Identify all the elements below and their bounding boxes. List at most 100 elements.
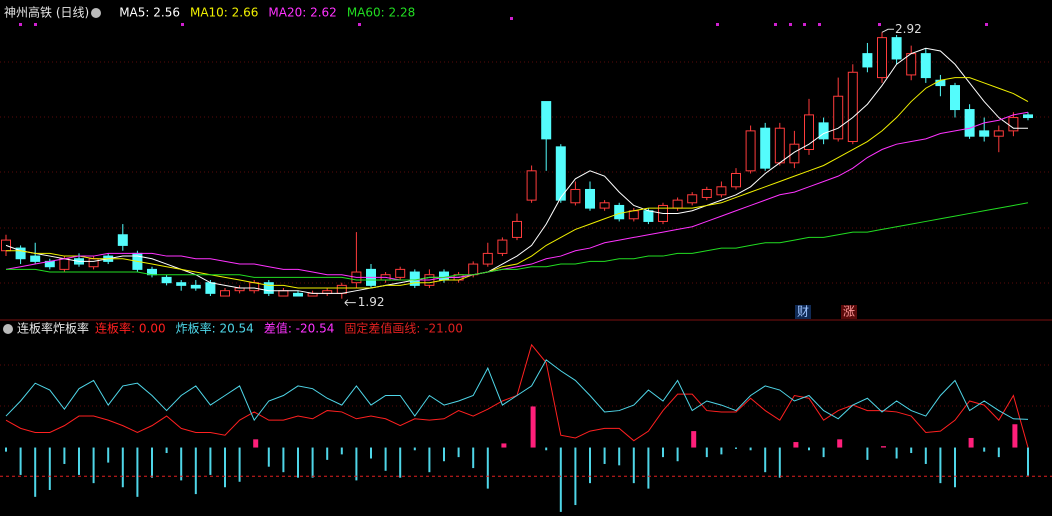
candle-body <box>482 252 493 265</box>
candle-body <box>877 37 887 79</box>
candle-body <box>643 210 654 222</box>
diff-bar <box>793 442 799 448</box>
candle-body <box>278 290 289 297</box>
diff-bar <box>443 447 445 462</box>
diff-bar <box>574 447 577 506</box>
candle-body <box>439 271 449 281</box>
diff-bar <box>808 447 810 451</box>
candle-body <box>395 268 406 278</box>
diff-bar <box>180 447 183 481</box>
candle-body <box>687 194 698 204</box>
diff-bar <box>837 439 843 448</box>
ma-line <box>6 202 1029 281</box>
candle-body <box>336 284 347 294</box>
legend-entry: MA60: 2.28 <box>347 6 415 20</box>
candle-body <box>249 282 260 292</box>
diff-bar <box>267 447 270 467</box>
candle-body <box>555 146 566 201</box>
ma-line <box>5 111 1029 281</box>
candle-body <box>789 143 800 164</box>
diff-bar <box>413 447 416 451</box>
diff-bar <box>399 447 402 478</box>
badge[interactable] <box>795 305 811 319</box>
candle-body <box>526 170 537 201</box>
diff-bar <box>924 447 927 464</box>
signal-marker <box>818 23 821 26</box>
menu-icon[interactable] <box>91 8 101 18</box>
diff-bar <box>749 447 752 451</box>
diff-bar <box>34 447 37 497</box>
signal-marker <box>34 23 37 26</box>
signal-marker <box>803 23 806 26</box>
diff-bar <box>282 447 285 473</box>
ma-line <box>5 47 1028 294</box>
candle-body <box>731 172 741 188</box>
signal-marker <box>774 23 777 26</box>
diff-bar <box>121 447 124 488</box>
diff-bar <box>326 447 329 460</box>
ma-line <box>6 77 1029 289</box>
diff-bar <box>1012 424 1018 448</box>
diff-bar <box>983 447 986 452</box>
diff-bar <box>63 447 66 464</box>
diff-bar <box>618 447 621 466</box>
candle-body <box>176 282 187 286</box>
diff-bar <box>107 447 110 463</box>
diff-bar <box>822 447 825 458</box>
candle-body <box>293 292 303 297</box>
badge[interactable] <box>841 305 857 319</box>
candle-body <box>804 114 814 151</box>
menu-icon[interactable] <box>3 324 13 334</box>
candle-body <box>1008 117 1019 132</box>
min-label: 1.92 <box>358 295 385 309</box>
candle-body <box>760 127 771 169</box>
candle-body <box>512 220 522 238</box>
signal-marker <box>985 23 988 26</box>
diff-bar <box>92 447 95 484</box>
badge-label[interactable]: 涨 <box>843 304 855 319</box>
diff-bar <box>720 447 723 455</box>
candle-body <box>220 290 230 297</box>
signal-marker <box>716 23 719 26</box>
candle-body <box>847 71 858 143</box>
legend-entry: 差值: -20.54 <box>264 321 335 336</box>
legend-entry: 连板率: 0.00 <box>95 321 166 336</box>
diff-bar <box>457 447 460 458</box>
candle-body <box>920 53 931 79</box>
candle-body <box>950 85 960 111</box>
diff-bar <box>48 447 51 490</box>
diff-bar <box>501 443 507 448</box>
diff-bar <box>224 447 226 488</box>
candle-body <box>468 263 479 276</box>
diff-bar <box>939 447 942 484</box>
signal-markers <box>19 17 988 26</box>
diff-bar <box>19 447 22 475</box>
candle-body <box>628 210 639 220</box>
diff-bar <box>428 447 431 473</box>
candle-body <box>716 186 727 196</box>
diff-bar <box>968 437 974 448</box>
diff-bar <box>735 447 737 449</box>
diff-bar <box>1027 447 1029 476</box>
candle-body <box>585 188 595 209</box>
legend-entry: 炸板率: 20.54 <box>176 321 254 336</box>
candle-body <box>935 79 946 87</box>
diff-bar <box>662 447 664 458</box>
diff-bar <box>910 447 913 454</box>
indicator-title: 连板率炸板率 <box>17 321 89 336</box>
candle-body <box>672 199 683 209</box>
candle-body <box>59 258 70 270</box>
legend-entry: MA10: 2.66 <box>190 6 258 20</box>
candle-body <box>964 109 975 137</box>
badge-label[interactable]: 财 <box>797 305 809 319</box>
diff-bar <box>78 447 80 475</box>
diff-bar <box>559 447 562 512</box>
candle-body <box>409 271 420 286</box>
diff-bar <box>165 447 168 454</box>
diff-bar <box>954 447 956 488</box>
chart-title: 神州高铁 (日线) <box>4 5 89 20</box>
diff-bar <box>238 447 241 482</box>
diff-bar <box>209 447 212 475</box>
diff-bar <box>370 447 372 459</box>
